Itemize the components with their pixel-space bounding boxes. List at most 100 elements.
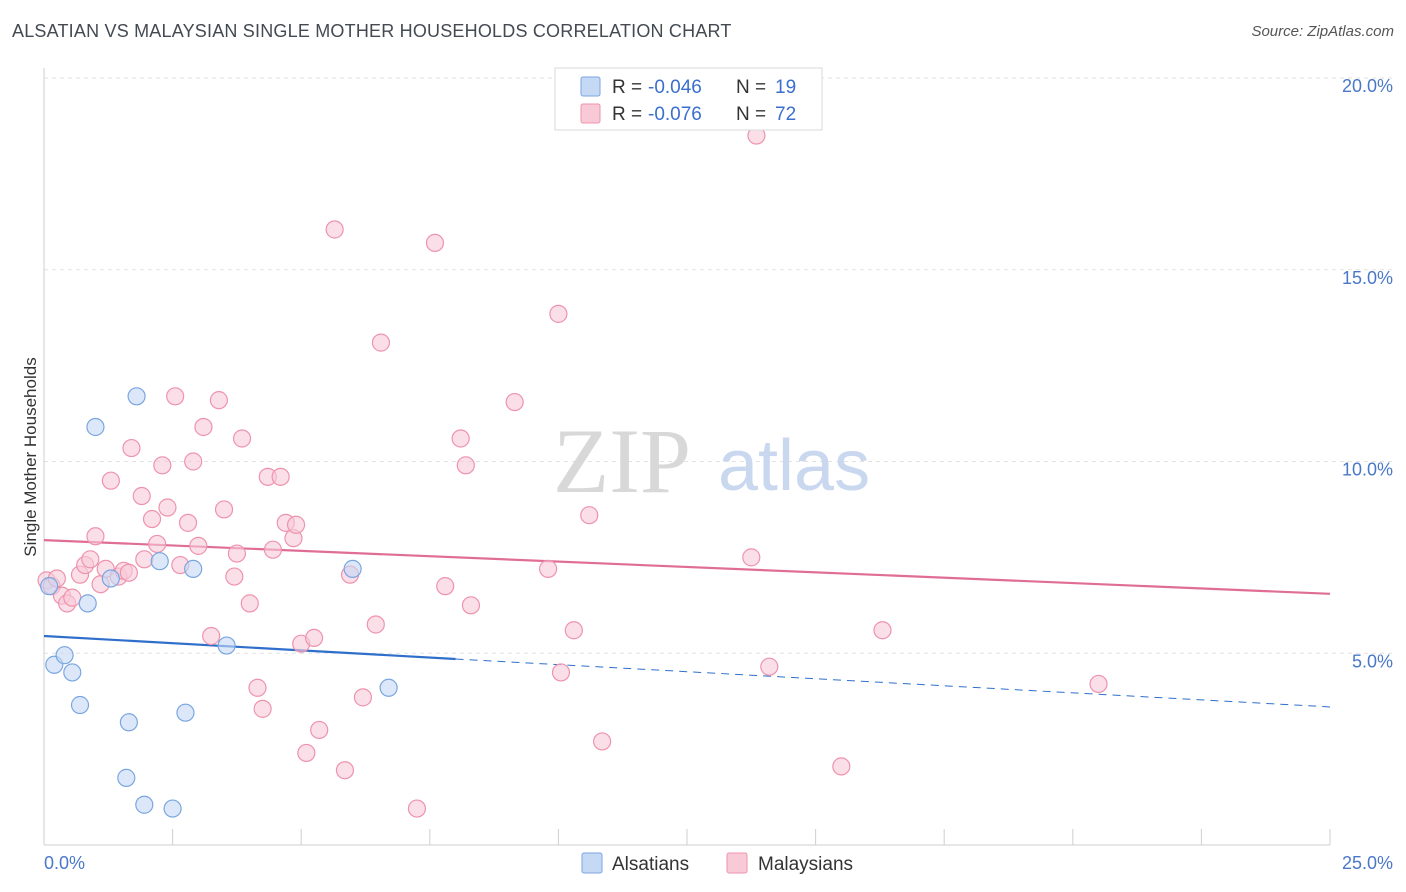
chart-title: ALSATIAN VS MALAYSIAN SINGLE MOTHER HOUS… <box>12 21 732 41</box>
malaysian-point-35 <box>240 594 259 613</box>
malaysian-point-66 <box>593 732 612 751</box>
malaysian-point-34 <box>232 429 252 448</box>
malaysian-point-63 <box>551 663 571 682</box>
legend-n-label-1: N = <box>736 77 766 98</box>
malaysian-point-59 <box>461 596 481 615</box>
malaysian-point-69 <box>760 657 779 676</box>
alsatian-point-6 <box>86 417 105 437</box>
malaysian-point-37 <box>253 699 272 718</box>
malaysian-point-43 <box>286 515 306 534</box>
malaysian-point-30 <box>209 391 228 410</box>
malaysian-point-19 <box>142 509 162 529</box>
malaysian-point-28 <box>194 417 213 437</box>
alsatian-point-8 <box>117 768 136 787</box>
alsatian-point-7 <box>101 569 120 588</box>
malaysian-point-16 <box>122 438 141 458</box>
malaysian-point-20 <box>148 534 167 554</box>
legend-r-label-2: R = <box>612 104 642 125</box>
malaysian-point-57 <box>451 429 470 448</box>
legend-n-value-1: 19 <box>775 77 796 98</box>
malaysian-point-36 <box>248 678 267 697</box>
alsatian-point-15 <box>184 559 203 578</box>
malaysian-point-21 <box>153 456 172 475</box>
alsatian-point-3 <box>63 663 82 682</box>
malaysian-point-47 <box>310 720 329 740</box>
watermark: ZIP atlas <box>553 410 870 512</box>
legend-malaysians-swatch <box>726 852 748 874</box>
watermark-atlas: atlas <box>718 426 870 506</box>
malaysian-point-62 <box>549 304 568 323</box>
malaysian-point-51 <box>353 688 373 707</box>
x-tick-label-0: 0.0% <box>44 853 85 873</box>
malaysian-trend-line <box>43 539 1331 595</box>
malaysian-point-23 <box>166 387 185 406</box>
malaysian-point-52 <box>366 615 385 634</box>
malaysian-point-53 <box>371 333 391 352</box>
alsatian-trend-extension <box>455 658 1331 708</box>
malaysian-point-54 <box>407 799 427 818</box>
alsatian-point-0 <box>40 577 59 596</box>
malaysian-point-71 <box>873 621 892 640</box>
malaysian-point-45 <box>297 743 316 763</box>
x-tick-label-1: 25.0% <box>1342 853 1393 873</box>
alsatian-point-9 <box>119 713 138 732</box>
malaysian-point-48 <box>325 220 344 239</box>
alsatian-point-16 <box>217 636 236 655</box>
legend-alsatians-label: Alsatians <box>612 854 689 875</box>
legend-n-value-2: 72 <box>775 104 796 125</box>
malaysian-point-60 <box>505 392 524 412</box>
alsatian-point-18 <box>379 678 398 697</box>
malaysian-point-9 <box>86 527 105 546</box>
data-points <box>37 126 1108 818</box>
alsatian-point-17 <box>343 559 362 578</box>
malaysian-point-8 <box>81 550 100 569</box>
malaysian-point-17 <box>132 486 151 506</box>
y-tick-label-0: 5.0% <box>1352 651 1393 671</box>
malaysian-point-55 <box>425 233 445 253</box>
alsatian-point-4 <box>70 695 90 715</box>
malaysian-point-27 <box>189 536 208 555</box>
malaysian-point-49 <box>335 761 355 780</box>
alsatian-trend-line <box>43 634 456 661</box>
y-tick-label-1: 10.0% <box>1342 460 1393 480</box>
malaysian-point-22 <box>158 498 177 517</box>
malaysian-point-61 <box>539 559 558 578</box>
alsatian-point-13 <box>163 799 182 818</box>
malaysian-point-15 <box>119 563 138 582</box>
malaysian-point-65 <box>580 506 599 525</box>
legend-r-label-1: R = <box>612 77 642 98</box>
malaysian-point-64 <box>564 621 583 640</box>
malaysian-point-39 <box>263 540 283 559</box>
malaysian-point-67 <box>742 548 761 567</box>
malaysian-point-18 <box>135 550 154 569</box>
legend-n-label-2: N = <box>736 104 766 125</box>
malaysian-point-5 <box>63 588 82 607</box>
y-tick-label-2: 15.0% <box>1342 268 1393 288</box>
alsatian-point-5 <box>78 594 97 613</box>
malaysian-point-32 <box>225 567 244 586</box>
malaysian-point-56 <box>436 577 455 596</box>
legend-r-value-1: -0.046 <box>648 77 702 98</box>
alsatian-point-2 <box>55 646 74 665</box>
malaysian-point-25 <box>178 513 198 532</box>
stats-legend: R = -0.046 N = 19 R = -0.076 N = 72 <box>554 67 823 131</box>
y-axis-label: Single Mother Households <box>21 357 40 556</box>
alsatian-point-10 <box>127 387 146 406</box>
legend-alsatians-swatch <box>581 852 603 874</box>
alsatian-point-12 <box>150 552 169 571</box>
source-label: Source: ZipAtlas.com <box>1251 23 1394 40</box>
y-tick-label-3: 20.0% <box>1342 76 1393 96</box>
axes <box>43 68 1331 846</box>
malaysian-point-12 <box>101 471 120 490</box>
malaysian-swatch <box>580 103 601 124</box>
malaysian-point-58 <box>456 456 475 475</box>
alsatian-point-11 <box>135 795 154 814</box>
malaysian-point-31 <box>214 500 234 519</box>
malaysian-point-26 <box>184 452 203 471</box>
malaysian-point-70 <box>832 757 851 776</box>
malaysian-point-46 <box>304 628 324 648</box>
watermark-zip: ZIP <box>553 410 691 512</box>
malaysian-point-72 <box>1089 674 1108 694</box>
malaysian-point-29 <box>202 626 221 646</box>
